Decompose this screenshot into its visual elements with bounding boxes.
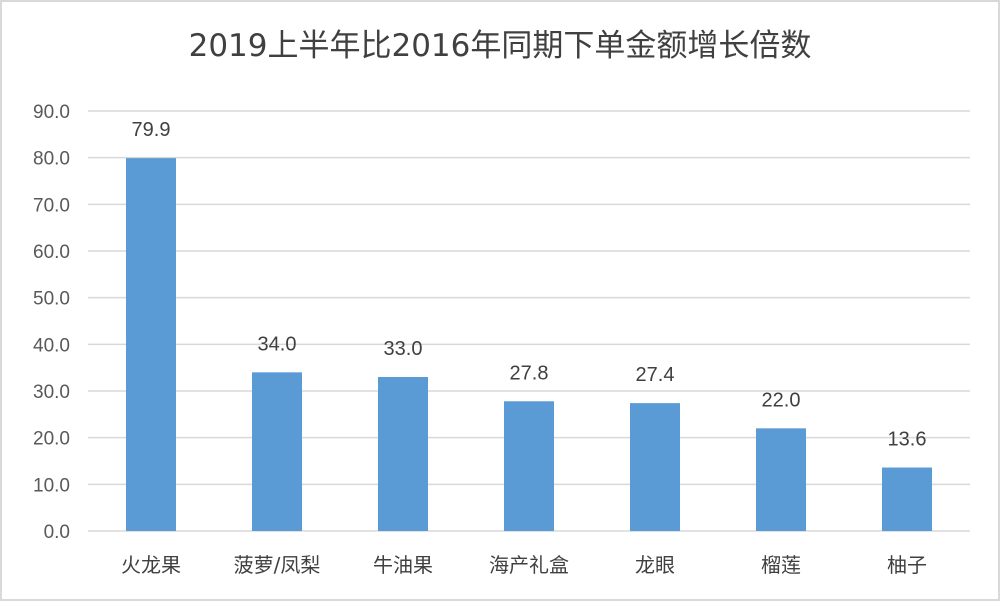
- y-tick-label: 50.0: [33, 289, 70, 310]
- x-tick-label: 火龙果: [121, 553, 181, 577]
- x-tick-label: 龙眼: [635, 553, 675, 577]
- data-label: 13.6: [888, 429, 927, 451]
- data-label: 33.0: [384, 338, 423, 360]
- data-label: 79.9: [132, 119, 171, 141]
- data-label: 27.4: [636, 364, 675, 386]
- y-tick-label: 20.0: [33, 429, 70, 450]
- y-tick-label: 70.0: [33, 195, 70, 216]
- y-tick-label: 40.0: [33, 335, 70, 356]
- y-tick-label: 10.0: [33, 475, 70, 496]
- x-tick-label: 菠萝/凤梨: [234, 553, 321, 577]
- bar: [126, 158, 176, 531]
- y-tick-label: 0.0: [44, 522, 70, 543]
- y-tick-label: 80.0: [33, 149, 70, 170]
- x-tick-label: 柚子: [887, 553, 927, 577]
- bar: [504, 401, 554, 531]
- x-tick-label: 牛油果: [373, 553, 433, 577]
- data-label: 34.0: [258, 333, 297, 355]
- y-tick-label: 60.0: [33, 242, 70, 263]
- bar: [378, 377, 428, 531]
- y-tick-label: 30.0: [33, 382, 70, 403]
- bar: [756, 428, 806, 531]
- y-tick-label: 90.0: [33, 102, 70, 123]
- bar: [882, 467, 932, 531]
- data-label: 27.8: [510, 362, 549, 384]
- chart-title: 2019上半年比2016年同期下单金额增长倍数: [189, 28, 812, 64]
- x-tick-label: 榴莲: [761, 553, 801, 577]
- x-tick-label: 海产礼盒: [489, 553, 569, 577]
- bar: [630, 403, 680, 531]
- data-label: 22.0: [762, 389, 801, 411]
- bar: [252, 372, 302, 531]
